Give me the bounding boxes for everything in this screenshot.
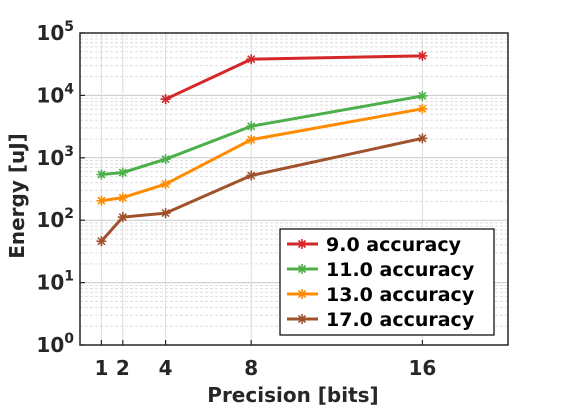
plot-frame [79, 32, 509, 346]
data-point [96, 236, 107, 247]
data-point [246, 134, 257, 145]
legend-label: 11.0 accuracy [326, 259, 475, 281]
legend-item: 11.0 accuracy [287, 259, 475, 281]
data-point [160, 154, 171, 165]
y-tick-label: 104 [36, 81, 74, 107]
axis-ticks: 1 2 4 8 16 100 101 102 103 104 105 [36, 19, 436, 380]
y-tick-label: 103 [36, 144, 74, 170]
data-point [160, 208, 171, 219]
y-tick-label: 100 [36, 331, 74, 357]
y-axis-label: Energy [uJ] [5, 133, 29, 259]
data-point [246, 170, 257, 181]
data-point [297, 239, 307, 249]
data-point [246, 54, 257, 65]
legend-item: 17.0 accuracy [287, 309, 475, 331]
y-tick-label: 101 [36, 269, 74, 295]
series-line [164, 54, 423, 101]
series-line [101, 107, 423, 203]
data-point [417, 50, 428, 61]
y-tick-label: 105 [36, 19, 74, 45]
data-point [417, 90, 428, 101]
x-tick-label: 1 [94, 356, 108, 380]
legend-box [279, 228, 495, 336]
legend-label: 13.0 accuracy [326, 284, 475, 306]
data-point [417, 133, 428, 144]
series-3 [96, 103, 428, 206]
data-point [297, 314, 307, 324]
data-point [96, 195, 107, 206]
series-1 [160, 50, 428, 105]
x-tick-label: 16 [408, 356, 436, 380]
x-tick-label: 2 [116, 356, 130, 380]
legend-label: 9.0 accuracy [326, 234, 462, 256]
data-point [117, 167, 128, 178]
series-line [101, 94, 423, 176]
x-tick-label: 4 [159, 356, 173, 380]
x-axis-label: Precision [bits] [207, 383, 378, 407]
legend: 9.0 accuracy 11.0 accuracy 13.0 accuracy 17… [279, 228, 495, 336]
legend-item: 9.0 accuracy [287, 234, 462, 256]
series-2 [96, 90, 428, 180]
data-point [96, 169, 107, 180]
series-layer [96, 50, 428, 247]
data-point [417, 103, 428, 114]
legend-item: 13.0 accuracy [287, 284, 475, 306]
data-point [160, 179, 171, 190]
x-tick-label: 8 [244, 356, 258, 380]
data-point [160, 94, 171, 105]
data-point [117, 212, 128, 223]
data-point [117, 192, 128, 203]
y-tick-label: 102 [36, 206, 74, 232]
data-point [297, 289, 307, 299]
series-4 [96, 133, 428, 247]
data-point [297, 264, 307, 274]
data-point [246, 121, 257, 132]
legend-label: 17.0 accuracy [326, 309, 475, 331]
